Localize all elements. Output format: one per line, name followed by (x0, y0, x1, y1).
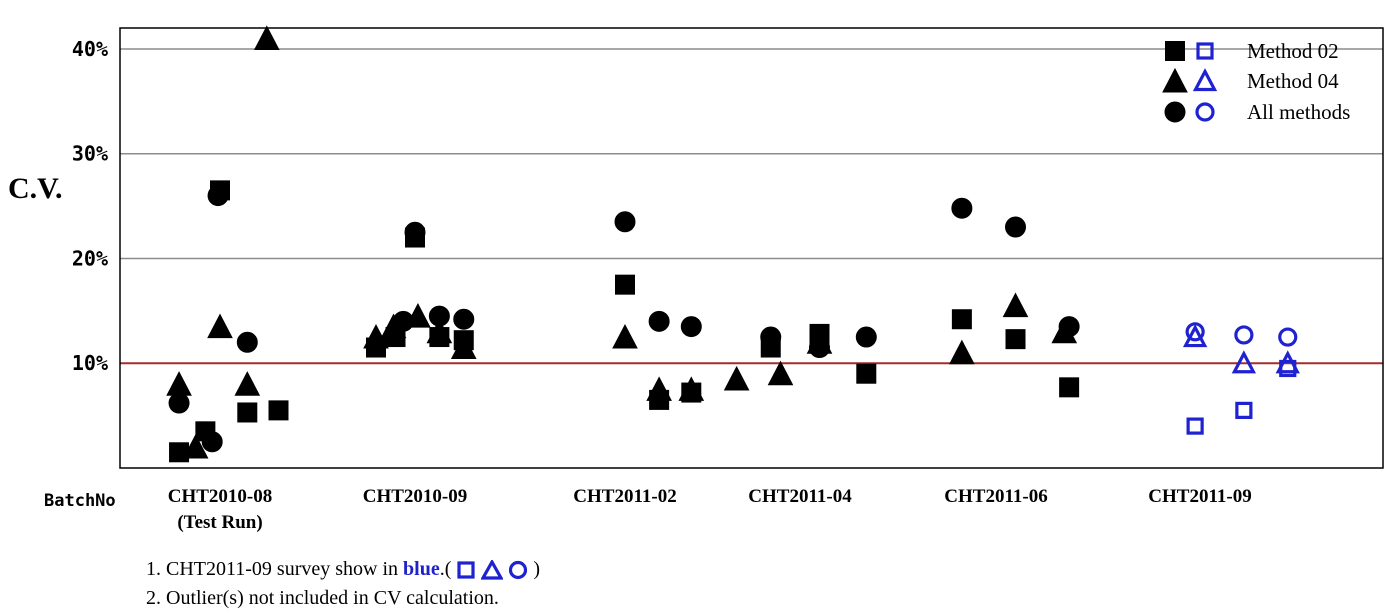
data-point-square (1059, 377, 1080, 398)
data-point-circle (1278, 327, 1298, 347)
data-point-triangle (678, 376, 705, 401)
data-point-triangle (253, 25, 280, 50)
data-point-square (268, 400, 289, 421)
data-point-square (615, 274, 635, 295)
data-point-circle (453, 308, 475, 330)
data-point-circle (201, 431, 223, 453)
note-2: 2. Outlier(s) not included in CV calcula… (146, 587, 499, 609)
x-category-sublabel: (Test Run) (177, 512, 262, 533)
data-point-triangle (207, 313, 233, 339)
points-layer (166, 25, 1300, 463)
data-point-circle (168, 392, 190, 414)
data-point-circle (1058, 316, 1080, 338)
data-point-triangle (450, 334, 477, 360)
note-1-end: ) (528, 558, 541, 580)
note-1-prefix: 1. CHT2011-09 survey show in (146, 558, 404, 580)
chart-notes: 1. CHT2011-09 survey show in blue.( ) 2.… (146, 555, 540, 613)
data-point-circle (236, 331, 258, 353)
axis-layer: 10% 20% 30% 40% CHT2010-08 (Test Run) CHT2010-… (72, 27, 1384, 533)
legend-triangle-filled-icon (1162, 67, 1188, 93)
y-tick-label: 10% (72, 351, 108, 375)
note-1-after: .( (439, 558, 452, 580)
data-point-circle (1185, 322, 1205, 342)
data-point-triangle (723, 365, 750, 391)
data-point-circle (404, 221, 426, 243)
y-axis-label: C.V. (8, 172, 62, 205)
data-point-triangle (166, 371, 192, 396)
data-point-square (1005, 329, 1026, 350)
data-point-circle (760, 326, 782, 348)
data-point-square (1186, 417, 1204, 435)
data-point-circle (614, 211, 636, 233)
x-category-label: CHT2011-09 (1148, 486, 1251, 507)
data-point-square (237, 402, 258, 423)
legend: Method 02 Method 04 All methods (1162, 39, 1350, 124)
note-1-blue-word: blue (403, 558, 440, 580)
legend-square-filled-icon (1165, 41, 1185, 61)
y-tick-label: 20% (72, 246, 108, 270)
data-point-circle (648, 310, 670, 332)
note-1: 1. CHT2011-09 survey show in blue.( ) (146, 555, 540, 584)
data-point-circle (392, 310, 414, 332)
x-axis-label: BatchNo (44, 491, 116, 511)
data-point-triangle (1275, 350, 1300, 374)
data-point-square (951, 309, 972, 330)
data-point-circle (680, 316, 702, 338)
x-category-label: CHT2011-04 (748, 486, 852, 507)
data-point-triangle (612, 323, 638, 349)
data-point-square (1235, 401, 1253, 419)
data-point-circle (951, 197, 973, 219)
data-point-circle (855, 326, 877, 348)
data-point-circle (1234, 325, 1254, 345)
grid-layer (120, 48, 1383, 365)
data-point-triangle (1231, 350, 1257, 374)
data-point-triangle (949, 339, 975, 365)
data-point-triangle (426, 318, 453, 344)
data-point-triangle (1002, 292, 1029, 318)
data-point-square (856, 363, 877, 384)
open-triangle-icon (481, 560, 504, 581)
data-point-triangle (646, 376, 672, 401)
data-point-square (169, 442, 190, 463)
data-point-triangle (234, 371, 261, 396)
legend-entry-label: Method 04 (1247, 69, 1339, 93)
data-point-triangle (182, 433, 209, 459)
x-category-label: CHT2010-09 (363, 486, 468, 507)
x-category-label: CHT2011-02 (573, 486, 676, 507)
data-point-circle (809, 337, 830, 359)
legend-triangle-open-icon (1192, 68, 1218, 92)
legend-entry-label: All methods (1247, 100, 1350, 124)
data-point-circle (207, 185, 229, 207)
y-tick-label: 40% (72, 37, 108, 61)
legend-entry-label: Method 02 (1247, 39, 1339, 63)
open-square-icon (457, 561, 475, 580)
data-point-triangle (767, 360, 794, 386)
data-point-circle (428, 305, 450, 327)
legend-square-open-icon (1196, 42, 1214, 60)
y-tick-label: 30% (72, 142, 108, 166)
legend-circle-open-icon (1195, 102, 1215, 122)
open-circle-icon (509, 561, 528, 580)
plot-frame (119, 27, 1384, 469)
data-point-circle (1005, 216, 1026, 238)
legend-circle-filled-icon (1164, 101, 1186, 123)
x-category-label: CHT2011-06 (944, 486, 1047, 507)
x-category-label: CHT2010-08 (168, 486, 273, 507)
